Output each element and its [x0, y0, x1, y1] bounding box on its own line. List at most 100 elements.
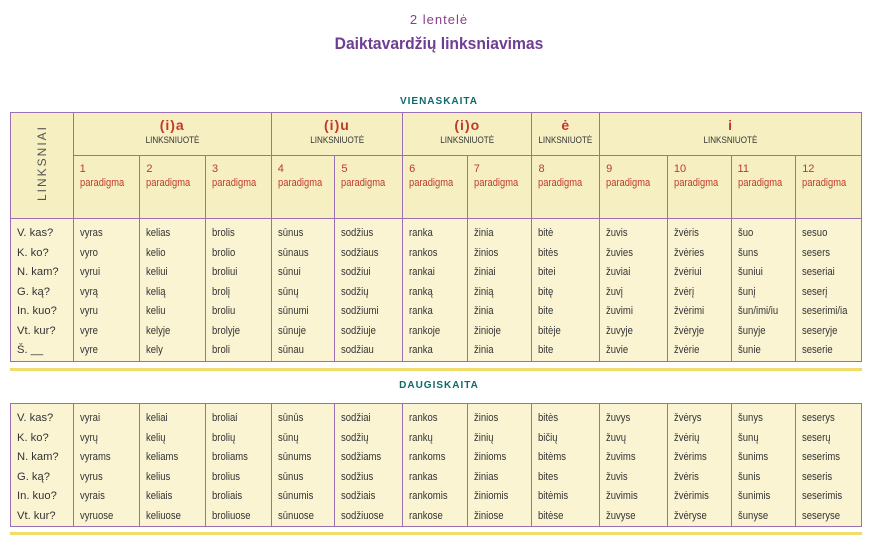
word-form: bites: [538, 470, 559, 483]
word-form: šunis: [737, 470, 760, 483]
word-form: rankos: [409, 246, 438, 259]
word-form: žvėris: [673, 227, 699, 239]
declension-label: LINKSNIUOTĖ: [145, 135, 200, 146]
word-form: žvėryse: [673, 509, 707, 522]
page-title: Daiktavardžių linksniavimas: [334, 34, 544, 53]
declension-name: (i)o: [454, 117, 481, 133]
word-form: žvėrimis: [673, 490, 709, 502]
word-form: žinią: [473, 285, 494, 298]
declension-label: LINKSNIUOTĖ: [538, 135, 593, 146]
paradigm-word: paradigma: [212, 177, 257, 189]
word-form: žiniai: [473, 266, 496, 278]
word-form: kelias: [146, 227, 171, 239]
word-form: seserie: [802, 344, 833, 356]
word-form: sodžius: [341, 227, 374, 239]
case-label: K. ko?: [17, 431, 49, 444]
word-form: vyruose: [79, 509, 113, 522]
word-form: sūnų: [277, 285, 299, 298]
declension-group-1: (i)a LINKSNIUOTĖ: [72, 112, 272, 156]
word-form: sūnų: [277, 431, 299, 444]
word-form: seseris: [802, 470, 833, 483]
paradigm-word: paradigma: [802, 177, 847, 189]
word-form: žinios: [473, 412, 499, 424]
word-form: brolių: [212, 431, 236, 444]
word-form: keliai: [146, 412, 169, 424]
paradigm-word: paradigma: [341, 177, 386, 189]
word-form: sūnūs: [277, 412, 304, 424]
word-form: sūnus: [277, 227, 304, 239]
word-form: seserį: [802, 285, 828, 298]
word-form: sūnus: [277, 470, 304, 483]
word-form: šuo: [737, 227, 753, 239]
word-form: šunys: [737, 412, 763, 424]
singular-paradigm-9-forms: žuvis žuvies žuviai žuvį žuvimi žuvyje žuvie: [599, 218, 668, 362]
plural-paradigm-6-forms: rankos rankų rankoms rankas rankomis rankose: [402, 403, 468, 527]
word-form: ranka: [409, 305, 433, 317]
case-label: In. kuo?: [17, 490, 57, 502]
word-form: šun/imi/iu: [737, 305, 778, 317]
paradigm-header-12: 12 paradigma: [795, 155, 862, 219]
word-form: rankoje: [409, 324, 441, 337]
word-form: sodžiau: [341, 344, 375, 356]
plural-paradigm-5-forms: sodžiai sodžių sodžiams sodžius sodžiais sodž…: [334, 403, 404, 527]
case-label: Š. __: [17, 344, 44, 356]
word-form: žuvį: [606, 285, 624, 298]
word-form: kelyje: [146, 324, 171, 337]
word-form: žuvys: [606, 412, 631, 424]
word-form: bitėmis: [538, 490, 569, 502]
paradigm-header-7: 7 paradigma: [466, 155, 533, 219]
word-form: žvėries: [673, 246, 704, 259]
word-form: žuvies: [606, 246, 634, 259]
case-label: K. ko?: [17, 246, 49, 259]
word-form: sodžius: [341, 470, 374, 483]
word-form: žuvis: [606, 470, 628, 483]
declension-group-2: (i)u LINKSNIUOTĖ: [270, 112, 404, 156]
case-label: V. kas?: [17, 227, 54, 239]
word-form: seseryje: [802, 324, 838, 337]
word-form: sodžiuose: [341, 509, 385, 522]
word-form: žvėrimi: [673, 305, 704, 317]
paradigm-header-2: 2 paradigma: [139, 155, 207, 219]
declension-name: (i)a: [159, 117, 185, 133]
word-form: ranka: [409, 227, 433, 239]
paradigm-word: paradigma: [277, 177, 322, 189]
word-form: seserys: [802, 412, 835, 424]
word-form: žinia: [473, 305, 494, 317]
word-form: kely: [146, 344, 164, 356]
word-form: vyrų: [79, 431, 98, 444]
word-form: bitės: [538, 246, 559, 259]
paradigm-number: 12: [802, 163, 815, 175]
word-form: sodžiais: [341, 490, 376, 502]
singular-paradigm-2-forms: kelias kelio keliui kelią keliu kelyje kely: [139, 218, 207, 362]
paradigm-word: paradigma: [79, 177, 124, 189]
singular-paradigm-12-forms: sesuo sesers seseriai seserį seserimi/ia sese…: [795, 218, 862, 362]
word-form: šunimis: [737, 490, 770, 502]
paradigm-number: 5: [341, 163, 348, 175]
word-form: broliams: [212, 451, 248, 463]
word-form: sodžiams: [341, 451, 382, 463]
singular-paradigm-7-forms: žinia žinios žiniai žinią žinia žinioje žinia: [466, 218, 533, 362]
word-form: brolis: [212, 227, 235, 239]
case-label: In. kuo?: [17, 305, 57, 317]
case-label: Vt. kur?: [17, 509, 56, 522]
word-form: keliui: [146, 266, 169, 278]
word-form: bitei: [538, 266, 556, 278]
singular-section-title: VIENASKAITA: [399, 96, 479, 107]
word-form: vyras: [79, 227, 103, 239]
plural-section-title: DAUGISKAITA: [399, 380, 479, 391]
section-divider: [10, 368, 862, 371]
paradigm-header-11: 11 paradigma: [730, 155, 797, 219]
word-form: rankomis: [409, 490, 448, 502]
paradigm-header-9: 9 paradigma: [599, 155, 668, 219]
paradigm-header-8: 8 paradigma: [531, 155, 601, 219]
word-form: broliui: [212, 266, 238, 278]
word-form: seserims: [802, 451, 841, 463]
word-form: rankai: [409, 266, 436, 278]
paradigm-word: paradigma: [409, 177, 454, 189]
paradigm-number: 2: [146, 163, 153, 175]
word-form: seserų: [802, 431, 831, 444]
word-form: žuvimi: [606, 305, 634, 317]
word-form: keliais: [146, 490, 173, 502]
paradigm-word: paradigma: [737, 177, 782, 189]
word-form: bitę: [538, 285, 554, 298]
